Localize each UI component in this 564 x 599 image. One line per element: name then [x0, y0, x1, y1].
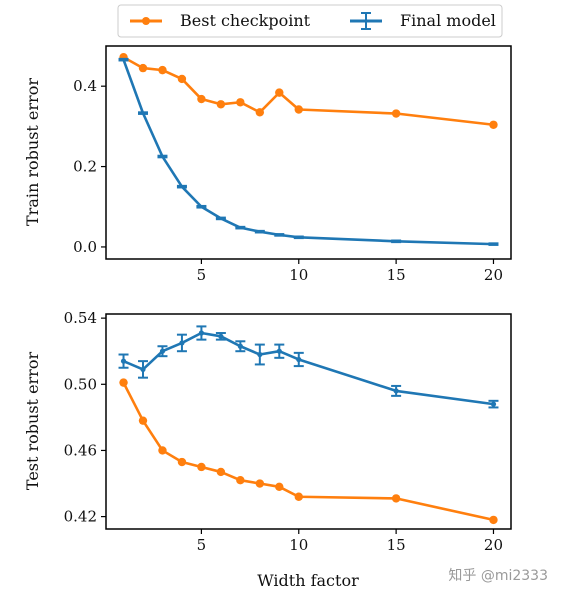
errorbar-final-model-top	[293, 235, 304, 240]
legend-marker-best-checkpoint	[142, 17, 150, 25]
errorbar-final-model-bottom	[235, 340, 246, 353]
legend-entry-final-model: Final model	[350, 11, 496, 30]
point-best-checkpoint-top	[138, 63, 148, 73]
errorbar-final-model-top	[118, 57, 129, 62]
y-tick-label-top: 0.0	[73, 238, 97, 256]
y-tick-label-top: 0.4	[73, 77, 97, 95]
errorbar-final-model-top	[196, 204, 207, 209]
errorbar-final-model-top	[176, 184, 187, 189]
point-best-checkpoint-bottom	[236, 476, 245, 485]
errorbar-final-model-top	[274, 233, 285, 237]
point-best-checkpoint-top	[489, 120, 498, 129]
point-best-checkpoint-top	[255, 108, 265, 117]
y-tick-label-bottom: 0.50	[64, 375, 97, 393]
errorbar-final-model-bottom	[157, 345, 168, 358]
point-best-checkpoint-top	[197, 94, 206, 104]
legend-label-final-model: Final model	[400, 11, 496, 30]
point-best-checkpoint-bottom	[391, 494, 401, 503]
point-best-checkpoint-bottom	[138, 416, 148, 425]
errorbar-final-model-bottom	[254, 343, 265, 366]
errorbar-final-model-bottom	[118, 353, 129, 369]
point-best-checkpoint-bottom	[216, 467, 226, 477]
errorbar-final-model-top	[137, 111, 148, 115]
series-line-best-checkpoint-top	[122, 56, 494, 127]
errorbar-final-model-top	[254, 229, 265, 234]
y-tick-label-bottom: 0.54	[64, 309, 97, 327]
legend-label-best-checkpoint: Best checkpoint	[180, 11, 311, 30]
legend-box	[117, 4, 503, 38]
point-best-checkpoint-bottom	[255, 479, 265, 488]
errorbar-final-model-bottom	[215, 332, 226, 341]
errorbar-final-model-top	[235, 225, 246, 230]
point-best-checkpoint-top	[177, 74, 187, 84]
x-axis-label: Width factor	[257, 571, 359, 590]
errorbar-final-model-bottom	[137, 360, 148, 379]
point-best-checkpoint-top	[391, 109, 401, 118]
point-best-checkpoint-bottom	[489, 515, 498, 525]
errorbar-final-model-top	[215, 216, 226, 221]
errorbar-final-model-top	[157, 154, 168, 159]
x-tick-label-top: 5	[197, 266, 207, 284]
errorbar-final-model-bottom	[176, 333, 187, 353]
plot-frame-bottom	[105, 313, 512, 530]
series-line-best-checkpoint-bottom	[122, 382, 494, 522]
point-best-checkpoint-bottom	[294, 492, 303, 501]
x-tick-label-bottom: 10	[289, 536, 308, 554]
errorbar-final-model-bottom	[488, 399, 499, 409]
train-robust-error-panel: 5 10 15 20 0.0 0.2 0.4 Train robust error	[23, 45, 512, 284]
errorbar-final-model-bottom	[274, 343, 285, 359]
point-best-checkpoint-top	[216, 100, 226, 109]
watermark: 知乎 @mi2333	[448, 567, 548, 584]
y-tick-label-top: 0.2	[73, 158, 97, 176]
x-tick-label-bottom: 5	[197, 536, 207, 554]
x-tick-label-bottom: 15	[387, 536, 406, 554]
y-tick-label-bottom: 0.46	[64, 441, 97, 459]
errorbar-final-model-bottom	[196, 325, 207, 341]
y-axis-label-bottom: Test robust error	[23, 352, 42, 491]
point-best-checkpoint-top	[158, 65, 167, 75]
point-best-checkpoint-bottom	[197, 462, 206, 472]
series-line-final-model-bottom	[123, 331, 494, 406]
legend: Best checkpoint Final model	[117, 4, 503, 38]
x-tick-label-top: 20	[484, 266, 503, 284]
series-line-final-model-top	[122, 59, 494, 246]
errorbar-final-model-top	[391, 239, 402, 244]
plot-frame-top	[105, 45, 512, 260]
point-best-checkpoint-bottom	[177, 457, 187, 467]
errorbar-final-model-top	[488, 242, 499, 246]
point-best-checkpoint-top	[236, 98, 245, 107]
point-best-checkpoint-bottom	[275, 482, 284, 492]
point-best-checkpoint-bottom	[119, 378, 128, 387]
x-tick-label-top: 15	[387, 266, 406, 284]
legend-entry-best-checkpoint: Best checkpoint	[130, 11, 311, 30]
point-best-checkpoint-top	[275, 88, 284, 97]
y-tick-label-bottom: 0.42	[64, 508, 97, 526]
x-tick-label-top: 10	[289, 266, 308, 284]
y-axis-label-top: Train robust error	[23, 78, 42, 226]
point-best-checkpoint-bottom	[158, 446, 167, 455]
test-robust-error-panel: 5 10 15 20 0.42 0.46 0.50 0.54 Test robust erro…	[23, 309, 512, 590]
point-best-checkpoint-top	[294, 105, 303, 114]
errorbar-final-model-bottom	[293, 351, 304, 368]
errorbar-final-model-bottom	[391, 384, 402, 397]
x-tick-label-bottom: 20	[484, 536, 503, 554]
